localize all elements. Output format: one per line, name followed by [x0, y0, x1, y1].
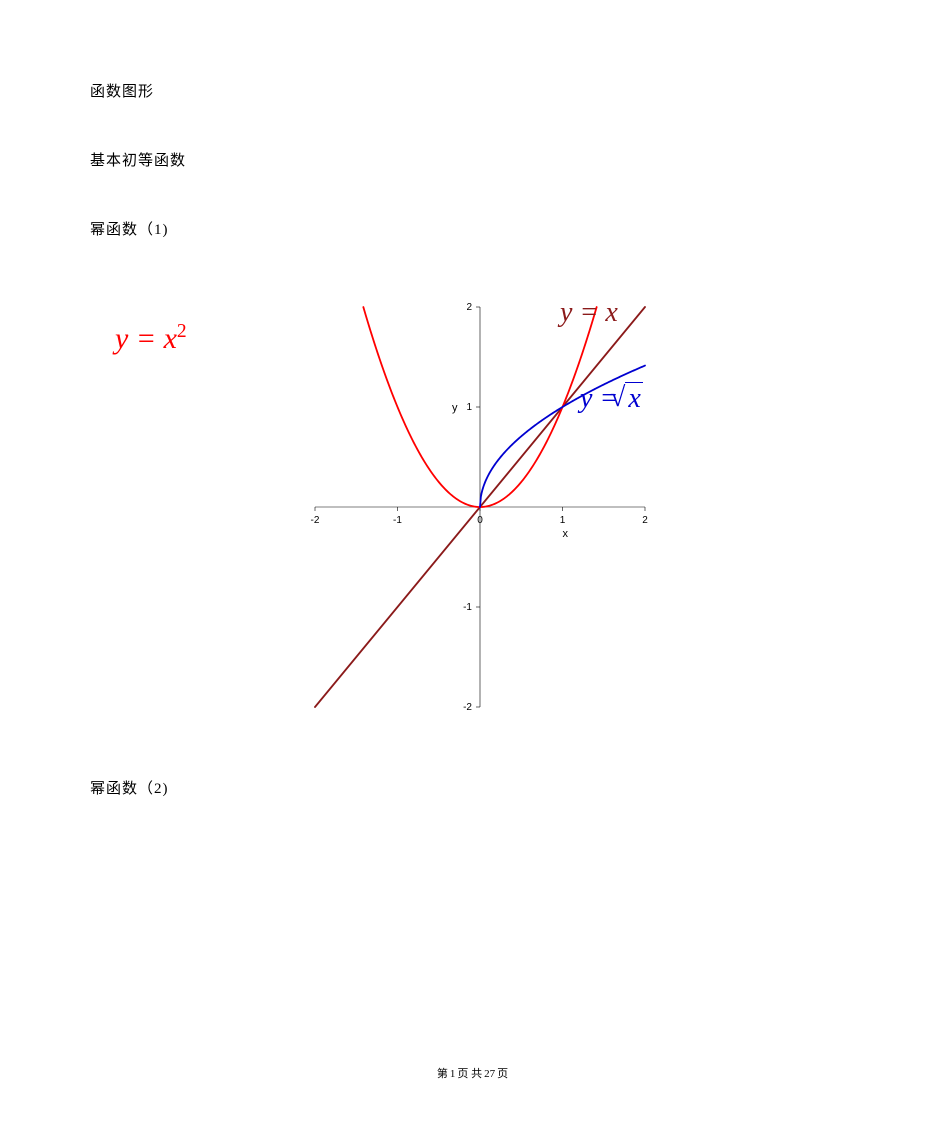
footer-mid: 页 共: [457, 1068, 482, 1080]
footer-prefix: 第: [437, 1068, 448, 1080]
heading-power-function-1: 幂函数（1): [90, 218, 855, 239]
svg-text:-1: -1: [463, 602, 472, 613]
svg-text:2: 2: [466, 302, 472, 313]
page-footer: 第1页 共27页: [0, 1065, 945, 1081]
svg-text:-2: -2: [463, 702, 472, 713]
heading-basic-elementary: 基本初等函数: [90, 149, 855, 170]
svg-text:x: x: [563, 528, 569, 540]
curve-label: y = √x: [580, 383, 643, 415]
power-function-chart: -2 -1 0 1 2 -2 -1 1 2 x y y = x y = x2 y = √x: [90, 287, 730, 737]
svg-text:1: 1: [560, 515, 566, 526]
svg-text:1: 1: [466, 402, 472, 413]
svg-text:y: y: [452, 402, 458, 414]
svg-text:-1: -1: [393, 515, 402, 526]
curve-label: y = x2: [115, 321, 187, 356]
footer-page-num: 1: [450, 1068, 456, 1080]
heading-function-graphics: 函数图形: [90, 80, 855, 101]
svg-text:0: 0: [477, 515, 483, 526]
svg-text:2: 2: [642, 515, 648, 526]
heading-power-function-2: 幂函数（2): [90, 777, 855, 798]
footer-suffix: 页: [497, 1068, 508, 1080]
footer-total: 27: [484, 1068, 495, 1080]
svg-text:-2: -2: [311, 515, 320, 526]
curve-label: y = x: [560, 297, 618, 329]
